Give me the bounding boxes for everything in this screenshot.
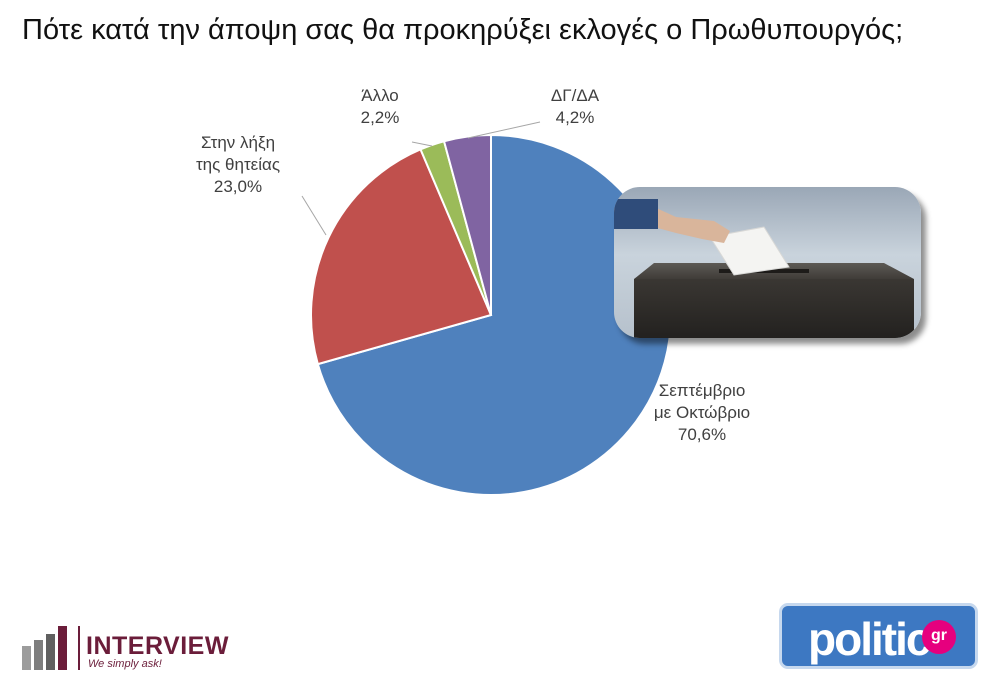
slice-value-2: 2,2% <box>361 108 400 127</box>
ballot-box-photo <box>614 187 921 338</box>
pie-slice-3 <box>442 133 492 316</box>
interview-bars-icon <box>22 626 67 670</box>
slice-value-0: 70,6% <box>678 425 726 444</box>
slice-label-2: Άλλο 2,2% <box>361 86 400 127</box>
pie-slice-1 <box>310 148 493 366</box>
leader-line-3 <box>467 121 541 139</box>
politic-gr-badge: gr <box>922 620 956 654</box>
interview-logo: INTERVIEW We simply ask! <box>20 618 250 678</box>
ballot-box-icon <box>614 199 914 338</box>
slice-name-line-0: Σεπτέμβριο <box>659 381 746 400</box>
politic-logo: politic gr <box>779 603 978 669</box>
slice-name-line-2: Άλλο <box>361 86 399 105</box>
slice-labels: Σεπτέμβριο με Οκτώβριο 70,6% Στην λήξη της θ… <box>196 86 750 444</box>
slice-name-line-0: με Οκτώβριο <box>654 403 750 422</box>
leader-lines <box>301 121 541 236</box>
slice-label-3: ΔΓ/ΔΑ 4,2% <box>551 86 600 127</box>
slice-value-3: 4,2% <box>556 108 595 127</box>
leader-line-2 <box>411 141 433 147</box>
slice-name-line-1: Στην λήξη <box>201 133 275 152</box>
politic-wordmark: politic <box>808 613 931 665</box>
chart-title: Πότε κατά την άποψη σας θα προκηρύξει εκ… <box>22 14 904 46</box>
pie-slice-0 <box>316 133 672 496</box>
slice-name-line-3: ΔΓ/ΔΑ <box>551 86 600 105</box>
interview-divider <box>78 626 80 670</box>
leader-line-1 <box>301 195 327 236</box>
pie-slices <box>310 133 672 496</box>
slice-label-0: Σεπτέμβριο με Οκτώβριο 70,6% <box>654 381 750 444</box>
interview-tagline: We simply ask! <box>88 658 162 670</box>
slice-label-1: Στην λήξη της θητείας 23,0% <box>196 133 280 196</box>
slice-name-line-1: της θητείας <box>196 155 280 174</box>
pie-chart: Σεπτέμβριο με Οκτώβριο 70,6% Στην λήξη της θ… <box>196 86 750 496</box>
slice-value-1: 23,0% <box>214 177 262 196</box>
interview-brand: INTERVIEW <box>86 632 229 660</box>
